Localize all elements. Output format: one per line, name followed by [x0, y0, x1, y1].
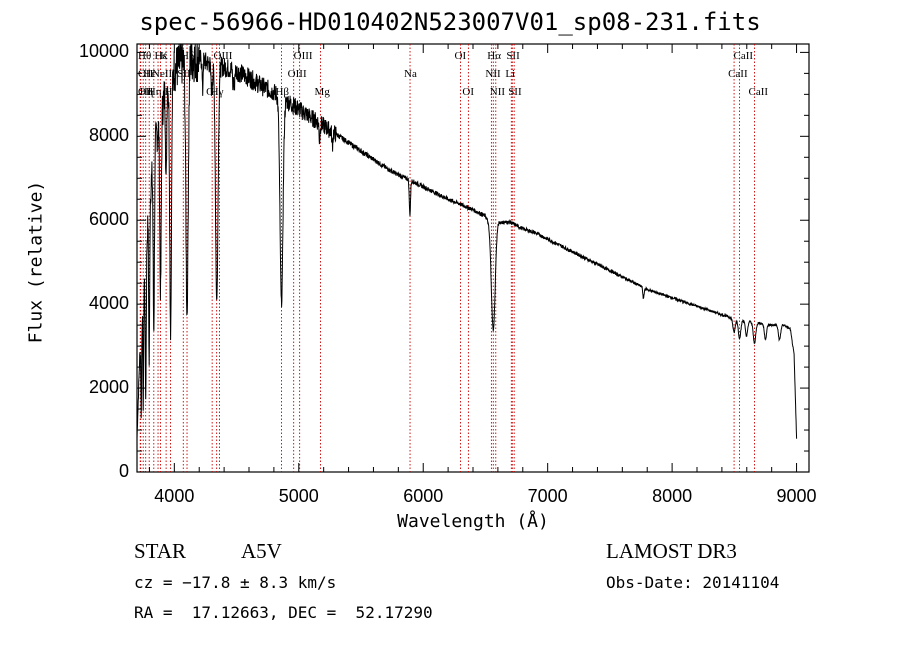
line-marker-label: Hθ	[138, 50, 152, 62]
y-tick-label: 6000	[88, 209, 129, 230]
y-tick-label: 4000	[88, 293, 129, 314]
line-marker-label: OIII	[293, 50, 313, 62]
line-marker-label: H	[164, 86, 173, 98]
line-marker-label: CaII	[728, 68, 748, 80]
x-tick-label: 8000	[652, 486, 693, 506]
line-marker-label: Hδ	[181, 50, 195, 62]
observation-date: Obs-Date: 20141104	[606, 573, 780, 592]
line-marker-label: NeIII	[152, 68, 176, 80]
line-markers-group	[139, 44, 755, 472]
axis-ticks-group	[137, 44, 809, 473]
line-marker-label: Mg	[314, 86, 330, 98]
line-marker-label: OIII	[213, 50, 233, 62]
line-marker-label: Hη	[147, 86, 162, 98]
x-tick-label: 6000	[403, 486, 444, 506]
line-marker-label: CaII	[748, 86, 769, 98]
spectrum-line	[136, 43, 798, 439]
line-marker-label: Hη	[139, 86, 154, 98]
line-marker-label: Hβ	[275, 86, 290, 98]
line-marker-label: Hε	[154, 50, 168, 62]
plot-title: spec-56966-HD010402N523007V01_sp08-231.f…	[139, 8, 761, 36]
x-axis-label: Wavelength (Å)	[397, 511, 549, 532]
plot-frame	[136, 43, 810, 473]
y-tick-label: 0	[118, 461, 129, 481]
line-marker-label: OI	[454, 50, 467, 62]
line-marker-label: Hγ	[210, 86, 224, 98]
x-tick-label: 9000	[776, 486, 817, 506]
coordinates: RA = 17.12663, DEC = 52.17290	[134, 603, 433, 622]
line-marker-label: CaII	[733, 50, 754, 62]
x-tick-label: 5000	[278, 486, 319, 506]
line-marker-label: OII	[138, 68, 154, 80]
line-marker-label: Hα	[487, 50, 501, 62]
line-marker-label: Li	[505, 68, 516, 80]
x-tick-label: 7000	[527, 486, 568, 506]
object-class: STAR	[134, 539, 186, 563]
line-marker-label: OIII	[287, 68, 307, 80]
line-marker-label: OI	[462, 86, 474, 98]
line-marker-label: OII	[138, 86, 154, 98]
redshift-velocity: cz = −17.8 ± 8.3 km/s	[134, 573, 337, 592]
survey-name: LAMOST DR3	[606, 539, 737, 563]
object-type: A5V	[241, 539, 282, 563]
line-marker-label: SII	[177, 68, 191, 80]
line-marker-label: NII	[485, 68, 501, 80]
line-marker-label: SII	[508, 86, 522, 98]
line-marker-label: SII	[506, 50, 520, 62]
y-tick-label: 2000	[88, 377, 129, 398]
x-tick-label: 4000	[154, 486, 195, 506]
line-marker-label: Na	[404, 68, 417, 80]
line-marker-label: Hε	[143, 68, 156, 80]
line-marker-label: NII	[489, 86, 506, 98]
y-tick-label: 8000	[88, 125, 129, 146]
line-marker-label: G	[206, 86, 215, 98]
y-tick-label: 10000	[78, 41, 129, 62]
line-marker-label: K	[160, 50, 169, 62]
y-axis-label: Flux (relative)	[25, 180, 47, 344]
